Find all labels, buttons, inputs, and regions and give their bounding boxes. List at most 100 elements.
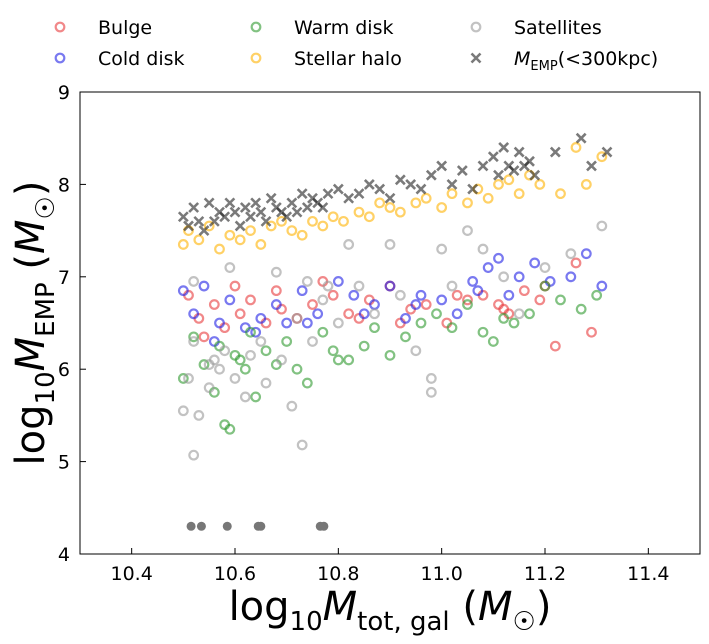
y-tick-label: 4 <box>58 544 70 566</box>
point-satellites <box>183 373 194 384</box>
point-cold-disk <box>358 308 370 320</box>
legend-marker <box>470 52 482 64</box>
x-tick-label: 11.2 <box>524 563 566 585</box>
point-stellar-halo <box>234 234 246 246</box>
legend-label: Stellar halo <box>294 48 402 70</box>
point-xmark <box>281 211 293 223</box>
point-satellites <box>565 248 577 260</box>
point-xmark <box>188 202 200 213</box>
point-xmark <box>229 206 241 218</box>
point-cold-disk <box>436 294 448 306</box>
point-satellites <box>410 345 422 357</box>
point-warm-disk <box>369 322 380 334</box>
point-stellar-halo <box>203 220 215 232</box>
point-xmark <box>513 146 525 158</box>
point-satellites <box>369 308 380 320</box>
point-stellar-halo <box>307 215 318 227</box>
point-stellar-halo <box>214 243 225 255</box>
point-satellites <box>255 336 267 347</box>
point-cold-disk <box>384 280 396 292</box>
point-xmark <box>487 151 499 163</box>
point-warm-disk <box>462 299 473 310</box>
point-stellar-halo <box>394 206 406 218</box>
point-stellar-halo <box>363 211 375 223</box>
x-tick-label: 11.4 <box>627 563 669 585</box>
point-stellar-halo <box>193 234 205 246</box>
point-warm-disk <box>591 289 603 301</box>
point-satellites <box>239 391 251 403</box>
point-warm-disk <box>477 326 489 338</box>
point-xmark <box>291 206 303 218</box>
point-warm-disk <box>575 303 587 315</box>
legend-label: Cold disk <box>98 48 185 70</box>
point-bulge <box>245 294 256 306</box>
point-satellites <box>193 410 205 421</box>
x-axis-title: log10Mtot, gal (M☉) <box>229 584 552 637</box>
point-satellites <box>214 363 225 375</box>
point-cold-disk <box>400 312 411 324</box>
point-satellites <box>301 276 313 287</box>
point-xmark <box>425 169 437 181</box>
point-stellar-halo <box>384 202 396 213</box>
point-satellites <box>394 289 406 301</box>
point-bulge <box>270 285 282 297</box>
point-cold-disk <box>250 326 262 338</box>
point-xmark <box>245 211 256 223</box>
point-warm-disk <box>291 363 303 375</box>
point-warm-disk <box>343 354 355 366</box>
point-warm-disk <box>317 326 329 338</box>
y-tick-label: 6 <box>58 359 70 381</box>
point-warm-disk <box>487 336 499 347</box>
point-satellites <box>317 294 329 306</box>
point-cold-disk <box>482 262 494 273</box>
point-xmark <box>601 146 613 158</box>
x-tick-label: 10.4 <box>111 563 153 585</box>
legend-marker <box>250 52 262 64</box>
point-satellites <box>203 382 215 394</box>
point-xmark <box>286 197 298 209</box>
point-stellar-halo <box>513 188 525 200</box>
point-bulge <box>549 340 561 352</box>
point-stellar-halo <box>327 211 339 223</box>
point-xmark <box>234 220 246 232</box>
point-warm-disk <box>281 336 293 347</box>
point-xmark <box>436 160 448 172</box>
point-satellites <box>462 225 473 237</box>
point-warm-disk <box>498 312 510 324</box>
point-satellites <box>477 243 489 255</box>
point-satellites <box>177 405 189 417</box>
point-filled <box>186 521 196 531</box>
point-xmark <box>477 160 489 172</box>
point-warm-disk <box>384 349 396 361</box>
point-cold-disk <box>214 317 225 329</box>
point-stellar-halo <box>177 239 189 250</box>
point-satellites <box>322 280 334 292</box>
point-xmark <box>296 188 308 200</box>
point-satellites <box>425 386 437 398</box>
plot-frame <box>79 91 701 555</box>
point-xmark <box>586 160 597 172</box>
point-cold-disk <box>301 317 313 329</box>
point-satellites <box>296 439 308 451</box>
point-bulge <box>234 308 246 320</box>
legend-label: Warm disk <box>294 17 393 39</box>
point-xmark <box>529 169 541 181</box>
point-xmark <box>193 215 205 227</box>
point-satellites <box>498 271 510 283</box>
point-cold-disk <box>177 285 189 297</box>
point-xmark <box>374 183 386 195</box>
point-bulge <box>570 257 582 269</box>
point-warm-disk <box>229 349 241 361</box>
point-xmark <box>415 183 427 195</box>
y-axis-title: log10MEMP (M☉) <box>8 181 61 466</box>
point-bulge <box>420 299 432 310</box>
point-xmark <box>384 192 396 204</box>
legend-label: Satellites <box>514 17 602 39</box>
point-warm-disk <box>239 363 251 375</box>
point-satellites <box>425 373 437 384</box>
point-warm-disk <box>358 340 370 352</box>
point-xmark <box>524 155 535 167</box>
point-warm-disk <box>524 308 535 320</box>
point-stellar-halo <box>224 229 236 241</box>
legend: Bulge Cold disk Warm disk Stellar halo Satel… <box>54 17 658 74</box>
